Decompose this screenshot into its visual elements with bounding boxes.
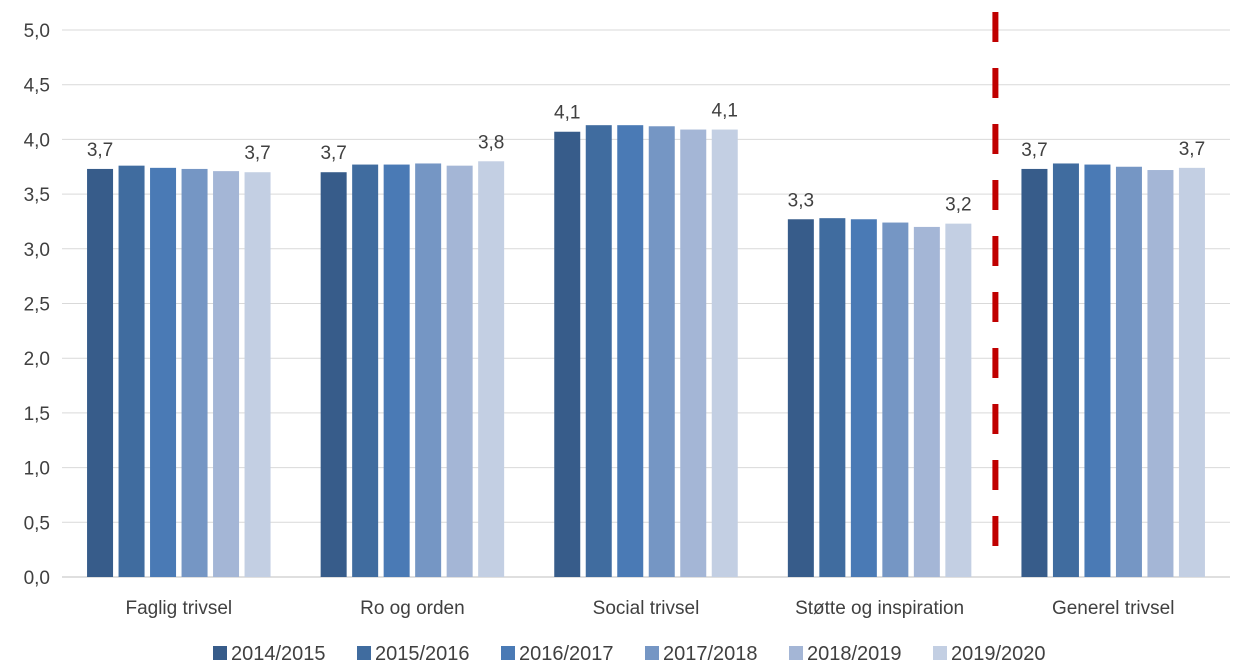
data-labels: 3,7 3,7 3,7 3,8 4,1 4,1 3,3 3,2 3,7 3,7	[87, 101, 1205, 216]
data-label: 3,7	[1021, 140, 1047, 161]
legend-swatch	[213, 646, 227, 660]
bar	[1021, 168, 1048, 578]
y-tick-label: 1,0	[24, 459, 50, 480]
data-label: 3,2	[945, 195, 971, 216]
y-axis-ticks: 0,0 0,5 1,0 1,5 2,0 2,5 3,0 3,5 4,0 4,5 5,0	[24, 21, 50, 589]
category-labels: Faglig trivsel Ro og orden Social trivsel S…	[125, 598, 1174, 619]
bar	[415, 163, 442, 577]
bar	[1115, 166, 1142, 577]
data-label: 3,8	[478, 132, 504, 153]
data-label: 3,3	[788, 190, 814, 211]
bar	[711, 129, 738, 577]
y-tick-label: 0,0	[24, 568, 50, 589]
y-tick-label: 2,5	[24, 295, 50, 316]
category-label: Social trivsel	[593, 598, 700, 619]
y-tick-label: 4,5	[24, 76, 50, 97]
legend-swatch	[357, 646, 371, 660]
y-tick-label: 4,0	[24, 130, 50, 151]
legend-label: 2017/2018	[663, 643, 758, 665]
bar	[585, 125, 612, 577]
category-label: Ro og orden	[360, 598, 465, 619]
legend-swatch	[789, 646, 803, 660]
data-label: 4,1	[554, 103, 580, 124]
bar	[648, 126, 675, 577]
data-label: 3,7	[320, 143, 346, 164]
legend-swatch	[645, 646, 659, 660]
bar	[1084, 164, 1111, 577]
legend-label: 2014/2015	[231, 643, 326, 665]
bar	[213, 171, 240, 577]
bar	[181, 168, 208, 578]
legend-label: 2015/2016	[375, 643, 470, 665]
bar	[383, 164, 410, 577]
bar	[87, 168, 114, 578]
legend-label: 2019/2020	[951, 643, 1046, 665]
bar	[244, 172, 271, 577]
bar	[554, 131, 581, 577]
legend-label: 2016/2017	[519, 643, 614, 665]
y-tick-label: 3,5	[24, 185, 50, 206]
bars	[87, 125, 1205, 578]
bar	[150, 167, 177, 577]
bar	[819, 218, 846, 577]
bar	[320, 172, 347, 577]
bar	[787, 219, 814, 577]
bar	[617, 125, 644, 577]
bar	[1147, 170, 1174, 578]
bar	[478, 161, 505, 577]
bar	[850, 219, 877, 577]
data-label: 3,7	[1179, 139, 1205, 160]
bar	[680, 129, 707, 577]
bar	[882, 222, 909, 577]
category-label: Generel trivsel	[1052, 598, 1175, 619]
legend-swatch	[933, 646, 947, 660]
bar	[913, 226, 940, 578]
bar	[945, 223, 972, 577]
data-label: 3,7	[244, 143, 270, 164]
bar	[446, 165, 473, 577]
y-tick-label: 1,5	[24, 404, 50, 425]
bar	[118, 165, 145, 577]
category-label: Faglig trivsel	[125, 598, 232, 619]
y-tick-label: 3,0	[24, 240, 50, 261]
bar	[352, 164, 379, 577]
y-tick-label: 2,0	[24, 349, 50, 370]
data-label: 4,1	[712, 101, 738, 122]
legend-swatch	[501, 646, 515, 660]
category-label: Støtte og inspiration	[795, 598, 964, 619]
legend: 2014/2015 2015/2016 2016/2017 2017/2018 2018…	[213, 643, 1046, 665]
y-tick-label: 0,5	[24, 513, 50, 534]
bar	[1178, 167, 1205, 577]
y-tick-label: 5,0	[24, 21, 50, 42]
data-label: 3,7	[87, 140, 113, 161]
legend-label: 2018/2019	[807, 643, 902, 665]
bar	[1052, 163, 1079, 577]
